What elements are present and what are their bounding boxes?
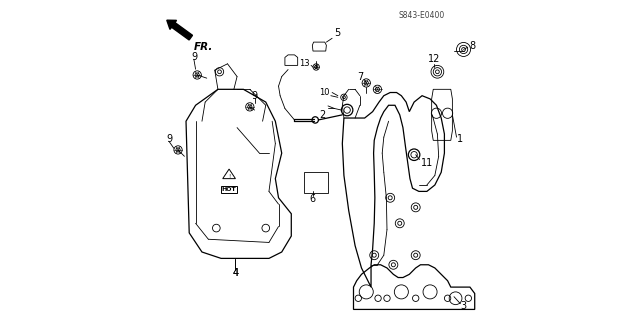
Text: 9: 9 — [252, 91, 258, 101]
FancyArrow shape — [167, 20, 193, 40]
Text: 7: 7 — [357, 72, 363, 82]
Text: 1: 1 — [457, 134, 463, 144]
Text: 12: 12 — [428, 54, 440, 64]
Text: 2: 2 — [319, 110, 326, 121]
Text: 6: 6 — [310, 194, 316, 204]
Text: 13: 13 — [299, 59, 310, 68]
Text: 4: 4 — [232, 268, 239, 278]
Text: 8: 8 — [469, 41, 476, 51]
Text: HOT: HOT — [222, 187, 236, 192]
Text: !: ! — [228, 174, 230, 179]
Text: 3: 3 — [461, 301, 467, 311]
Text: 5: 5 — [334, 28, 340, 39]
Text: 10: 10 — [319, 88, 330, 97]
Text: S843-E0400: S843-E0400 — [399, 11, 445, 20]
Text: 11: 11 — [420, 158, 433, 168]
Text: 9: 9 — [191, 52, 197, 63]
Text: 9: 9 — [166, 134, 173, 144]
Text: FR.: FR. — [194, 42, 213, 52]
Text: 4: 4 — [232, 268, 239, 278]
